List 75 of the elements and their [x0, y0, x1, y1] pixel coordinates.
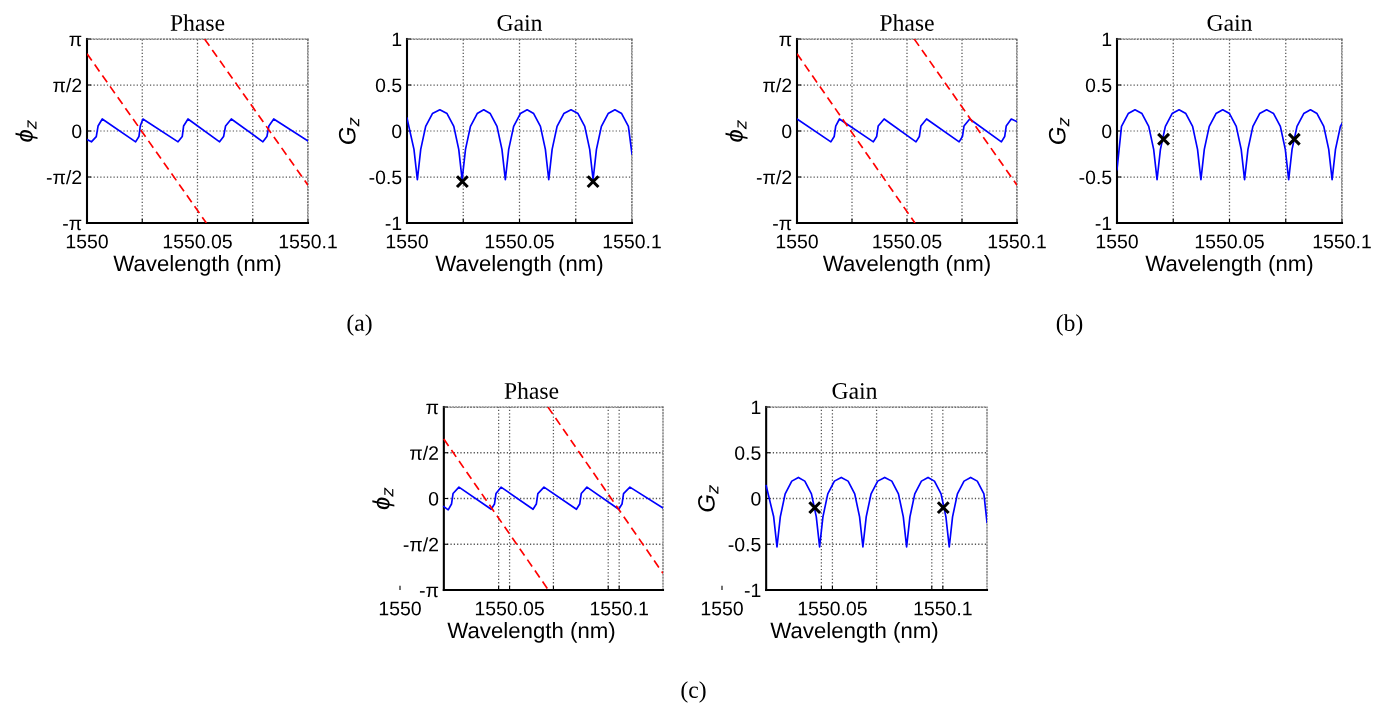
y-tick-label: π: [69, 35, 82, 47]
y-tick-label: -π: [419, 586, 439, 598]
y-tick-label: -1: [385, 216, 402, 231]
line-series: [442, 486, 663, 511]
chart-title: Gain: [1207, 15, 1253, 31]
x-tick-label: 1550.05: [798, 601, 867, 616]
x-tick-label: 1550.1: [1313, 234, 1371, 249]
y-tick-label: π: [426, 403, 439, 415]
chart-title: Gain: [832, 383, 878, 399]
line-series: [407, 109, 632, 181]
x-tick-label: 1550.1: [279, 234, 337, 249]
y-tick-label: 0: [782, 124, 792, 139]
x-tick-label: 1550.1: [603, 234, 661, 249]
x-axis-title: Wavelength (nm): [1145, 255, 1313, 276]
text: (b): [1056, 314, 1083, 336]
line-series: [1117, 109, 1342, 181]
x-tick-label: 1550: [701, 601, 743, 616]
x-axis-title: Wavelength (nm): [770, 622, 938, 643]
y-tick-label: -π: [63, 219, 82, 231]
x-tick-label: 1550.05: [1195, 234, 1264, 249]
x-axis-title: Wavelength (nm): [435, 255, 603, 276]
y-tick-label: -π: [773, 219, 792, 231]
text: (a): [347, 314, 372, 336]
x-tick-label: 1550: [386, 234, 428, 249]
y-tick-label: 0: [392, 124, 402, 139]
y-tick-label: -π/2: [403, 537, 438, 552]
y-tick-label: π/2: [763, 77, 792, 93]
y-tick-label: 0.5: [1085, 78, 1112, 93]
y-tick-label: -0.5: [1079, 170, 1112, 185]
x-tick-label: 1550: [379, 601, 421, 616]
y-axis-title: G$_{z}$: [698, 484, 719, 512]
chart-title: Phase: [880, 14, 934, 31]
y-tick-label: -0.5: [728, 537, 761, 552]
y-tick-label: π/2: [410, 445, 438, 460]
y-tick-label: 0.5: [735, 446, 761, 460]
y-tick-label: π: [779, 35, 792, 47]
x-tick-label: 1550.1: [590, 601, 648, 616]
y-axis-title: G$_{z}$: [1048, 117, 1070, 144]
y-axis-title: ϕ$_{z}$: [15, 120, 38, 142]
y-axis-title: G$_{z}$: [338, 117, 360, 144]
line-series: [797, 118, 1017, 143]
line-series: [87, 118, 308, 143]
x-axis-title: Wavelength (nm): [113, 255, 281, 276]
x-tick-label: 1550.1: [914, 601, 972, 616]
y-tick-label: 1: [1102, 32, 1112, 47]
x-tick-label: 1550.05: [873, 234, 942, 249]
x-tick-label: 1550: [776, 234, 818, 249]
x-tick-label: 1550.05: [475, 601, 544, 616]
x-tick-label: 1550: [1096, 234, 1138, 249]
x-tick-label: 1550.1: [988, 234, 1046, 249]
y-tick-label: 0: [1102, 124, 1112, 139]
x-axis-title: Wavelength (nm): [447, 622, 615, 643]
y-tick-label: -1: [744, 583, 761, 598]
y-tick-label: -1: [1095, 216, 1112, 231]
y-tick-label: 0.5: [375, 78, 402, 93]
y-axis-title: ϕ$_{z}$: [725, 120, 748, 142]
y-tick-label: -π/2: [756, 169, 792, 185]
x-tick-label: 1550.05: [163, 234, 232, 249]
y-tick-label: π/2: [53, 77, 82, 93]
x-tick-label: 1550: [66, 234, 108, 249]
y-tick-label: 1: [392, 32, 402, 47]
y-axis-title: ϕ$_{z}$: [372, 487, 395, 510]
chart-title: Phase: [170, 14, 225, 31]
y-tick-label: 0: [751, 491, 761, 506]
y-tick-label: 0: [72, 124, 82, 139]
line-series: [765, 476, 987, 548]
y-tick-label: 1: [751, 400, 761, 415]
text: (c): [681, 681, 706, 703]
y-tick-label: 0: [428, 491, 439, 506]
y-tick-label: -0.5: [369, 170, 402, 185]
x-axis-title: Wavelength (nm): [822, 255, 990, 276]
y-tick-label: -π/2: [46, 169, 82, 185]
chart-title: Phase: [504, 382, 559, 399]
x-tick-label: 1550.05: [485, 234, 554, 249]
chart-title: Gain: [497, 15, 543, 31]
